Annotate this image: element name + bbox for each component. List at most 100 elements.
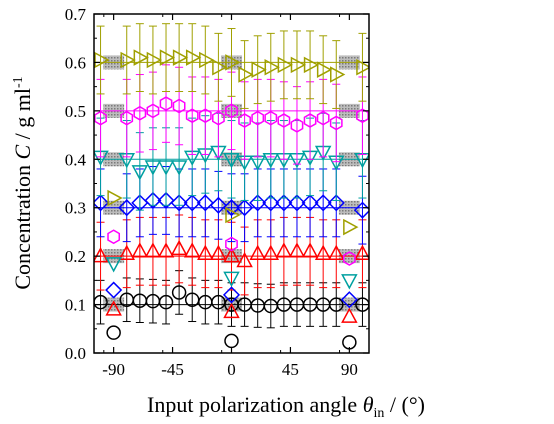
- data-point: [316, 61, 333, 78]
- data-point: [225, 206, 241, 224]
- data-point: [209, 196, 227, 214]
- data-point: [262, 244, 280, 260]
- y-axis-title: Concentration C / g ml-1: [10, 76, 35, 289]
- data-point: [144, 242, 162, 258]
- x-axis-title-subscript: in: [374, 406, 385, 421]
- data-point: [185, 108, 199, 124]
- y-tick-label: 0.4: [65, 150, 87, 169]
- data-point: [277, 56, 293, 74]
- data-point: [264, 110, 278, 126]
- x-axis-title-main: Input polarization angle: [147, 392, 363, 417]
- data-point: [170, 160, 188, 176]
- y-tick-label: 0.5: [65, 102, 86, 121]
- data-point: [290, 118, 304, 133]
- data-point: [251, 61, 267, 78]
- data-point: [249, 244, 266, 260]
- y-axis-title-unit: / g ml: [10, 88, 35, 145]
- data-point: [144, 160, 162, 176]
- data-point: [222, 286, 241, 304]
- data-point: [329, 115, 343, 131]
- data-point: [157, 160, 175, 176]
- x-tick-label: 45: [282, 360, 299, 379]
- axis-ticks: 0.0 0.1 0.2 0.3 0.4 0.5 0.6 0.7 -90 -45 0 45 90: [65, 5, 369, 379]
- data-point: [342, 251, 356, 266]
- data-point: [158, 294, 174, 310]
- x-axis-title-symbol: θ: [363, 392, 374, 417]
- data-point: [223, 302, 240, 319]
- data-point: [356, 59, 369, 76]
- x-tick-label: -90: [102, 360, 125, 379]
- data-point: [225, 236, 238, 252]
- data-point: [183, 194, 201, 212]
- data-point: [170, 194, 188, 212]
- data-point: [171, 285, 187, 300]
- data-point: [131, 242, 149, 258]
- x-axis-title-unit: / (°): [384, 392, 425, 417]
- data-point: [94, 194, 110, 212]
- series-group: [94, 270, 369, 350]
- data-point: [238, 66, 254, 83]
- data-point: [341, 307, 358, 323]
- data-point: [133, 49, 149, 66]
- data-point: [157, 242, 175, 258]
- y-axis-title-superscript: -1: [11, 76, 26, 88]
- data-point: [340, 291, 358, 309]
- data-point: [329, 297, 344, 312]
- data-point: [288, 242, 306, 258]
- data-point: [172, 49, 189, 66]
- data-point: [314, 194, 332, 212]
- x-axis-title: Input polarization angle θin / (°): [147, 392, 425, 421]
- data-point: [301, 194, 319, 212]
- data-point: [133, 105, 147, 121]
- data-point: [330, 66, 346, 83]
- data-point: [212, 110, 225, 126]
- data-point: [106, 325, 121, 340]
- data-point: [120, 51, 136, 69]
- data-point: [94, 51, 110, 69]
- data-point: [157, 191, 175, 210]
- data-point: [224, 333, 239, 349]
- data-point: [275, 194, 293, 212]
- x-tick-label: 0: [227, 360, 236, 379]
- data-point: [105, 281, 123, 299]
- data-point: [288, 194, 306, 212]
- data-point: [251, 110, 265, 126]
- data-point: [341, 274, 358, 290]
- data-point: [275, 242, 293, 258]
- data-point: [118, 244, 135, 260]
- y-tick-label: 0.6: [65, 53, 86, 72]
- data-point: [328, 244, 345, 260]
- data-point: [262, 194, 280, 212]
- y-axis-title-main: Concentration: [10, 160, 35, 290]
- data-point: [120, 110, 134, 126]
- data-point: [185, 49, 202, 66]
- data-point: [107, 189, 123, 207]
- data-point: [236, 199, 254, 217]
- data-point: [198, 108, 212, 124]
- data-point: [290, 56, 307, 74]
- data-point: [105, 257, 122, 273]
- y-tick-label: 0.2: [65, 247, 86, 266]
- data-point: [249, 194, 267, 212]
- data-point: [356, 108, 369, 124]
- data-point: [354, 244, 369, 260]
- data-point: [172, 98, 186, 114]
- data-point: [343, 218, 359, 236]
- data-point: [146, 103, 160, 119]
- data-point: [197, 244, 214, 260]
- data-point: [196, 194, 214, 212]
- data-point: [303, 113, 317, 128]
- data-point: [316, 110, 330, 126]
- y-tick-label: 0.1: [65, 296, 86, 315]
- data-point: [105, 300, 122, 316]
- x-tick-label: 90: [341, 360, 358, 379]
- data-point: [225, 103, 238, 119]
- data-point: [277, 113, 291, 128]
- y-tick-label: 0.7: [65, 5, 87, 24]
- data-point: [183, 242, 201, 258]
- data-point: [222, 199, 241, 217]
- y-axis-title-symbol: C: [10, 145, 35, 160]
- series-layer: [94, 23, 369, 350]
- data-point: [144, 191, 162, 210]
